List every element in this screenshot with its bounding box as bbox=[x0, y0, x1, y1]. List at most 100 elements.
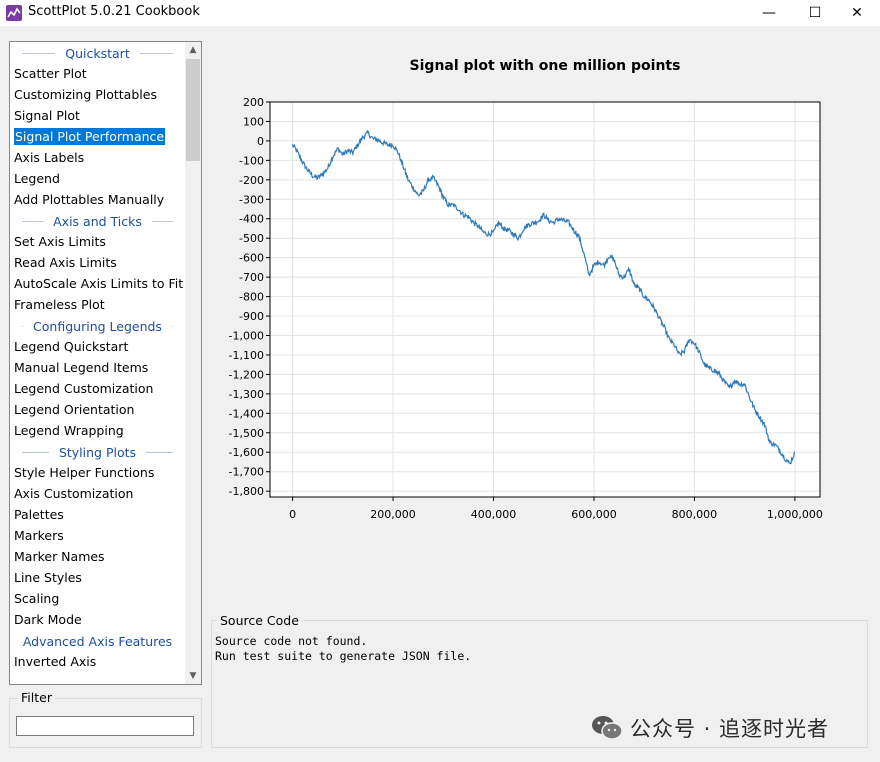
x-tick-label: 1,000,000 bbox=[767, 508, 823, 521]
y-axis: 200 100 0 -100 -200 -300 -400 -500 -600 -700 -800 -… bbox=[229, 96, 270, 498]
title-bar: ScottPlot 5.0.21 Cookbook — ☐ ✕ bbox=[0, 0, 880, 26]
recipe-item[interactable]: Scaling bbox=[10, 588, 185, 609]
recipe-item-label: Inverted Axis bbox=[14, 654, 97, 669]
y-tick-label: -1,200 bbox=[229, 368, 264, 381]
chart-grid bbox=[270, 101, 820, 497]
recipe-item[interactable]: Markers bbox=[10, 525, 185, 546]
category-header: Axis and Ticks bbox=[10, 211, 185, 232]
recipe-item[interactable]: Manual Legend Items bbox=[10, 357, 185, 378]
recipe-item[interactable]: Frameless Plot bbox=[10, 294, 185, 315]
y-tick-label: -700 bbox=[239, 271, 264, 284]
app-chart-icon bbox=[6, 5, 22, 21]
scroll-thumb[interactable] bbox=[186, 59, 200, 161]
y-tick-label: -1,000 bbox=[229, 329, 264, 342]
recipe-item[interactable]: Read Axis Limits bbox=[10, 252, 185, 273]
category-header: Advanced Axis Features bbox=[10, 631, 185, 652]
recipe-item-label: Scaling bbox=[14, 591, 60, 606]
recipe-item[interactable]: Legend Customization bbox=[10, 378, 185, 399]
recipe-item[interactable]: Legend Wrapping bbox=[10, 420, 185, 441]
category-label: Configuring Legends bbox=[33, 319, 162, 334]
recipe-item-label: Legend Quickstart bbox=[14, 339, 129, 354]
chart-title: Signal plot with one million points bbox=[410, 58, 681, 74]
filter-group: Filter bbox=[9, 690, 202, 748]
recipe-item[interactable]: Axis Customization bbox=[10, 483, 185, 504]
recipe-item-label: Signal Plot Performance bbox=[14, 128, 166, 145]
y-tick-label: -1,400 bbox=[229, 407, 264, 420]
scroll-down-icon[interactable]: ▼ bbox=[189, 671, 197, 681]
x-tick-label: 200,000 bbox=[370, 508, 416, 521]
x-axis: 0 200,000 400,000 600,000 800,000 1,000,000 bbox=[289, 497, 823, 521]
recipe-list[interactable]: Quickstart Scatter Plot Customizing Plotta… bbox=[9, 41, 202, 685]
window-title: ScottPlot 5.0.21 Cookbook bbox=[28, 4, 200, 19]
recipe-item[interactable]: Scatter Plot bbox=[10, 63, 185, 84]
source-code-label: Source Code bbox=[217, 613, 302, 628]
y-tick-label: -900 bbox=[239, 310, 264, 323]
recipe-item-label: Marker Names bbox=[14, 549, 105, 564]
category-header: Configuring Legends bbox=[10, 316, 185, 337]
recipe-item[interactable]: Legend Quickstart bbox=[10, 336, 185, 357]
category-label: Styling Plots bbox=[58, 445, 137, 460]
watermark: 公众号 · 追逐时光者 bbox=[590, 710, 829, 746]
maximize-button[interactable]: ☐ bbox=[808, 5, 822, 21]
recipe-item[interactable]: Marker Names bbox=[10, 546, 185, 567]
recipe-item-label: Line Styles bbox=[14, 570, 82, 585]
filter-input[interactable] bbox=[16, 716, 194, 736]
y-tick-label: -1,500 bbox=[229, 427, 264, 440]
plot-panel[interactable]: Signal plot with one million points 200 1… bbox=[212, 36, 870, 596]
recipe-item[interactable]: Line Styles bbox=[10, 567, 185, 588]
chart-series bbox=[292, 129, 795, 465]
x-tick-label: 0 bbox=[289, 508, 296, 521]
recipe-item[interactable]: Signal Plot Performance bbox=[10, 126, 185, 147]
x-tick-label: 400,000 bbox=[471, 508, 517, 521]
recipe-item-label: Read Axis Limits bbox=[14, 255, 117, 270]
wechat-icon bbox=[592, 716, 623, 740]
y-tick-label: -1,100 bbox=[229, 349, 264, 362]
recipe-item-label: Style Helper Functions bbox=[14, 465, 155, 480]
scroll-up-icon[interactable]: ▲ bbox=[189, 45, 197, 55]
recipe-item-label: Customizing Plottables bbox=[14, 87, 157, 102]
y-tick-label: 0 bbox=[257, 135, 264, 148]
category-header: Quickstart bbox=[10, 43, 185, 64]
recipe-item[interactable]: Axis Labels bbox=[10, 147, 185, 168]
recipe-item[interactable]: Legend Orientation bbox=[10, 399, 185, 420]
recipe-item-label: Markers bbox=[14, 528, 64, 543]
recipe-item[interactable]: Customizing Plottables bbox=[10, 84, 185, 105]
recipe-item[interactable]: Add Plottables Manually bbox=[10, 189, 185, 210]
recipe-item-label: Palettes bbox=[14, 507, 64, 522]
recipe-item[interactable]: Signal Plot bbox=[10, 105, 185, 126]
recipe-item-label: Set Axis Limits bbox=[14, 234, 106, 249]
y-tick-label: -800 bbox=[239, 291, 264, 304]
x-tick-label: 800,000 bbox=[672, 508, 718, 521]
recipe-item[interactable]: Inverted Axis bbox=[10, 651, 185, 672]
minimize-button[interactable]: — bbox=[762, 5, 776, 21]
y-tick-label: -1,800 bbox=[229, 485, 264, 498]
category-label: Advanced Axis Features bbox=[22, 634, 173, 649]
filter-label: Filter bbox=[18, 690, 55, 705]
recipe-item-label: Axis Customization bbox=[14, 486, 134, 501]
recipe-item[interactable]: Dark Mode bbox=[10, 609, 185, 630]
category-label: Quickstart bbox=[65, 46, 130, 61]
recipe-item-label: Scatter Plot bbox=[14, 66, 87, 81]
recipe-item[interactable]: Style Helper Functions bbox=[10, 462, 185, 483]
signal-chart[interactable]: Signal plot with one million points 200 1… bbox=[212, 36, 870, 596]
recipe-item[interactable]: AutoScale Axis Limits to Fit Da bbox=[10, 273, 185, 294]
plot-frame bbox=[269, 101, 821, 498]
y-tick-label: 200 bbox=[243, 96, 264, 109]
y-tick-label: -1,700 bbox=[229, 466, 264, 479]
list-scrollbar[interactable]: ▲ ▼ bbox=[185, 42, 201, 684]
recipe-item[interactable]: Set Axis Limits bbox=[10, 231, 185, 252]
y-tick-label: -600 bbox=[239, 252, 264, 265]
close-button[interactable]: ✕ bbox=[851, 5, 863, 21]
watermark-text: 公众号 · 追逐时光者 bbox=[630, 717, 830, 741]
plot-background bbox=[270, 102, 820, 497]
recipe-item-label: Legend bbox=[14, 171, 60, 186]
source-code-group: Source Code Source code not found. Run t… bbox=[211, 613, 868, 748]
recipe-item-label: Legend Wrapping bbox=[14, 423, 124, 438]
recipe-item-label: Frameless Plot bbox=[14, 297, 105, 312]
y-tick-label: -200 bbox=[239, 174, 264, 187]
category-header: Styling Plots bbox=[10, 442, 185, 463]
y-tick-label: -1,300 bbox=[229, 388, 264, 401]
recipe-item[interactable]: Palettes bbox=[10, 504, 185, 525]
category-label: Axis and Ticks bbox=[53, 214, 142, 229]
recipe-item[interactable]: Legend bbox=[10, 168, 185, 189]
